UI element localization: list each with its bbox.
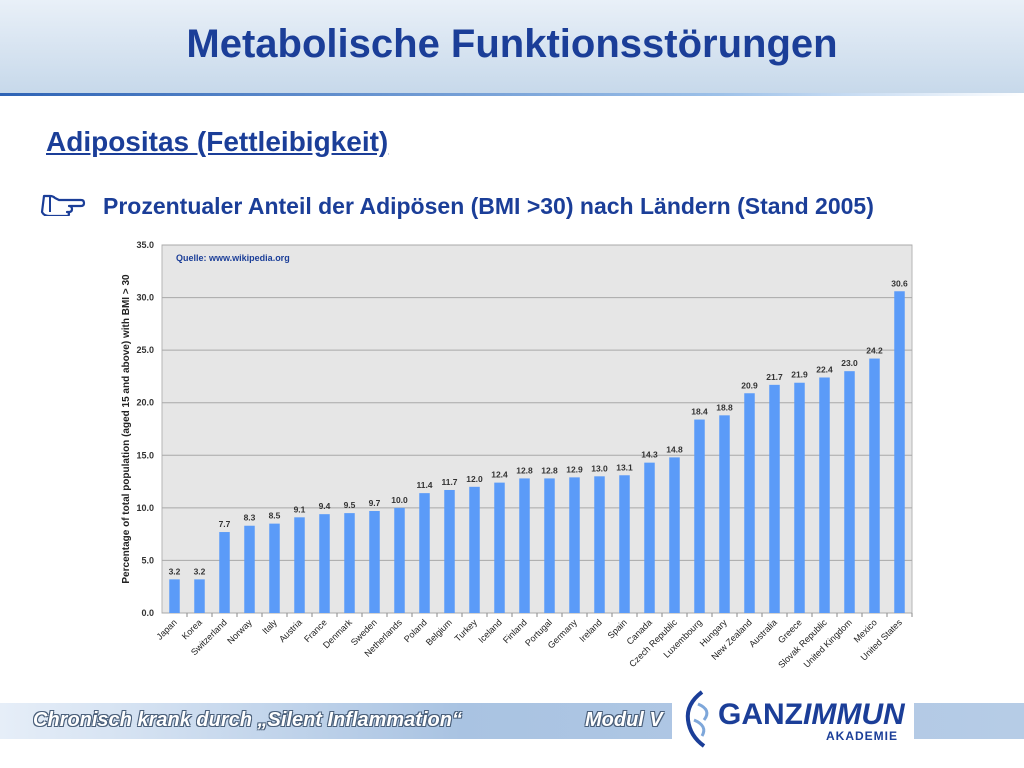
bar [819,377,830,613]
bar [569,477,580,613]
y-tick-label: 25.0 [136,345,154,355]
source-note: Quelle: www.wikipedia.org [176,253,290,263]
data-label: 30.6 [891,278,908,288]
bar [344,513,355,613]
data-label: 9.7 [369,498,381,508]
x-tick-label: Spain [606,617,629,640]
data-label: 13.0 [591,463,608,473]
bar [669,457,680,613]
bar [619,475,630,613]
data-label: 23.0 [841,358,858,368]
data-label: 9.4 [319,501,331,511]
x-tick-label: Australia [747,617,779,649]
data-label: 22.4 [816,364,833,374]
bar [469,486,480,613]
logo-area [672,690,914,750]
data-label: 12.9 [566,464,583,474]
bar [794,382,805,613]
data-label: 20.9 [741,380,758,390]
bar [444,489,455,613]
bar [869,358,880,613]
x-tick-label: Belgium [424,617,454,647]
slide-title: Metabolische Funktionsstörungen [186,22,838,66]
slide-subtitle: Adipositas (Fettleibigkeit) [46,126,389,157]
bar [644,462,655,613]
logo-subtitle: AKADEMIE [826,729,899,743]
data-label: 9.5 [344,500,356,510]
header-band [0,0,1024,95]
bar [269,523,280,613]
bar [194,579,205,613]
data-label: 12.8 [516,465,533,475]
bar [769,384,780,613]
data-label: 18.4 [691,407,708,417]
data-label: 8.3 [244,513,256,523]
data-label: 14.8 [666,444,683,454]
data-label: 3.2 [194,566,206,576]
data-label: 18.8 [716,402,733,412]
bar [594,476,605,613]
data-label: 21.7 [766,372,783,382]
bar [494,482,505,613]
obesity-bar-chart: 0.0 5.0 10.0 15.0 20.0 25.0 30.0 35.0 Percentage… [121,240,913,670]
data-label: 3.2 [169,566,181,576]
x-tick-label: Iceland [476,617,504,645]
bar [544,478,555,613]
data-label: 8.5 [269,511,281,521]
bar [419,493,430,613]
data-label: 12.0 [466,474,483,484]
pointing-hand-icon [40,194,86,216]
ganzimmun-logo-icon [685,690,709,748]
bar [244,525,255,613]
bar [369,511,380,613]
y-tick-label: 15.0 [136,450,154,460]
y-tick-label: 35.0 [136,240,154,250]
bar [394,507,405,613]
bar [519,478,530,613]
bar [744,393,755,613]
x-tick-label: Austria [277,617,304,644]
x-tick-label: Japan [154,617,178,641]
bar [294,517,305,613]
bar [319,514,330,613]
footer-module: Modul V [585,709,663,731]
x-tick-label: Norway [225,617,254,646]
data-label: 21.9 [791,370,808,380]
bar [719,415,730,613]
data-label: 12.4 [491,470,508,480]
data-label: 11.7 [441,477,457,487]
y-tick-label: 5.0 [141,555,154,565]
logo-name: GANZIMMUN [718,698,905,731]
data-label: 14.3 [641,450,658,460]
x-tick-label: Italy [260,617,279,636]
bullet-text: Prozentualer Anteil der Adipösen (BMI >3… [103,193,874,219]
y-axis-label: Percentage of total population (aged 15 … [121,274,132,584]
data-label: 13.1 [616,462,633,472]
bar [694,419,705,613]
y-tick-label: 30.0 [136,293,154,303]
bar [844,371,855,613]
x-tick-label: Turkey [453,617,480,644]
x-tick-label: Ireland [577,617,604,644]
y-tick-label: 10.0 [136,503,154,513]
bar [219,532,230,613]
header-divider [0,93,1024,96]
bar [894,291,905,613]
plot-area [161,244,913,614]
footer-course-title: Chronisch krank durch „Silent Inflammati… [33,709,462,731]
data-label: 24.2 [866,346,883,356]
data-label: 9.1 [294,504,306,514]
y-tick-label: 20.0 [136,398,154,408]
data-label: 11.4 [416,480,432,490]
bar [169,579,180,613]
data-label: 12.8 [541,465,558,475]
data-label: 10.0 [391,495,408,505]
y-tick-label: 0.0 [141,608,154,618]
data-label: 7.7 [219,519,231,529]
